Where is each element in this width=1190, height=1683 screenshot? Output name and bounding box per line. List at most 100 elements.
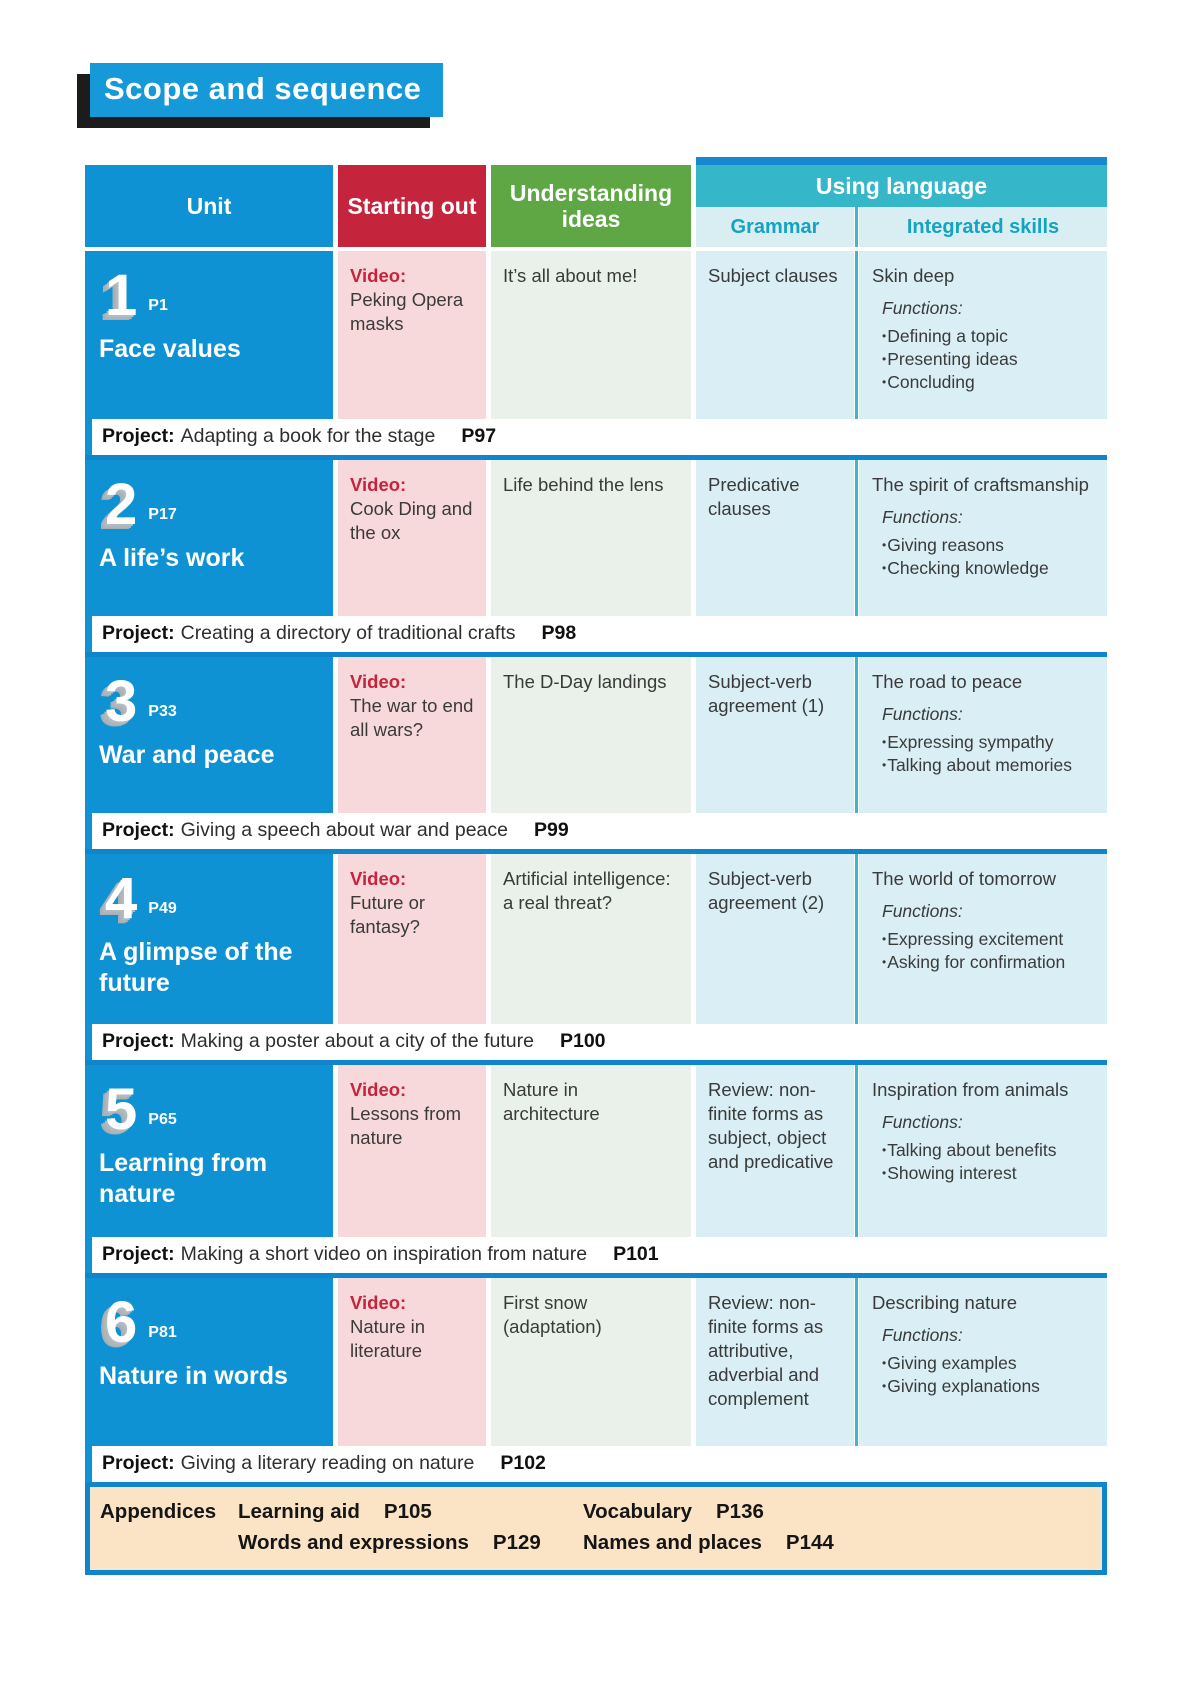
unit-number-line: 2 P17 [105,472,323,537]
unit-row: 2 P17 A life’s work Video: Cook Ding and… [85,460,1107,616]
unit-title: Learning from nature [99,1149,268,1208]
project-page-ref: P101 [613,1243,659,1265]
video-title: Peking Opera masks [350,289,464,335]
unit-number-line: 1 P1 [105,263,323,328]
video-label: Video: [350,474,407,495]
integrated-skills-cell: Describing nature Functions: •Giving exa… [855,1278,1107,1446]
project-page-ref: P97 [461,425,497,447]
bullet-icon: • [882,1378,887,1393]
unit-block: 2 P17 A life’s work Video: Cook Ding and… [85,460,1107,657]
function-text: Concluding [887,371,975,392]
understanding-ideas-cell: The D-Day landings [491,657,691,813]
appendix-label: Vocabulary [583,1500,692,1523]
grammar-text: Subject clauses [708,265,838,286]
header-grammar: Grammar [696,207,854,247]
function-text: Asking for confirmation [887,951,1066,972]
bullet-icon: • [882,757,887,772]
unit-block: 5 P65 Learning from nature Video: Lesson… [85,1065,1107,1278]
function-item: •Asking for confirmation [882,951,1101,974]
unit-block: 1 P1 Face values Video: Peking Opera mas… [85,251,1107,460]
project-row: Project: Giving a speech about war and pe… [85,813,1107,849]
grammar-cell: Predicative clauses [696,460,854,616]
project-text: Giving a speech about war and peace [180,819,508,841]
skills-title: The spirit of craftsmanship [872,474,1089,495]
appendices-row: Appendices Learning aid P105 Vocabulary P1… [85,1482,1107,1575]
project-label: Project: [102,819,175,841]
video-label: Video: [350,868,407,889]
grammar-text: Subject-verb agreement (2) [708,868,825,914]
video-label: Video: [350,1292,407,1313]
header-using-language-group: Using language Grammar Integrated skills [696,157,1107,247]
unit-number: 1 [105,263,138,328]
project-page-ref: P100 [559,1030,606,1052]
function-item: •Giving reasons [882,534,1101,557]
function-item: •Giving examples [882,1352,1101,1375]
appendix-page-ref: P105 [383,1500,432,1523]
functions-list: •Talking about benefits •Showing interest [872,1139,1101,1185]
unit-title: Face values [99,335,241,364]
understanding-ideas-text: Life behind the lens [503,474,664,495]
understanding-ideas-cell: Nature in architecture [491,1065,691,1237]
unit-row: 3 P33 War and peace Video: The war to en… [85,657,1107,813]
unit-title: Nature in words [99,1362,288,1391]
bullet-icon: • [882,328,887,343]
bullet-icon: • [882,374,887,389]
functions-list: •Expressing sympathy •Talking about memor… [872,731,1101,777]
understanding-ideas-cell: Life behind the lens [491,460,691,616]
video-title: The war to end all wars? [350,695,474,741]
project-row: Project: Creating a directory of traditio… [85,616,1107,652]
unit-number: 2 [105,472,138,537]
project-row: Project: Making a short video on inspirat… [85,1237,1107,1273]
bullet-icon: • [882,560,887,575]
video-title: Future or fantasy? [350,892,426,938]
function-item: •Giving explanations [882,1375,1101,1398]
page-title-block: Scope and sequence [90,63,444,117]
understanding-ideas-text: Artificial intelligence: a real threat? [503,868,671,914]
functions-label: Functions: [882,704,963,725]
appendix-item: Vocabulary P136 [583,1500,834,1524]
bullet-icon: • [882,1165,887,1180]
page-title: Scope and sequence [90,63,444,117]
starting-out-cell: Video: The war to end all wars? [338,657,486,813]
video-title: Nature in literature [350,1316,426,1362]
understanding-ideas-text: First snow (adaptation) [503,1292,602,1338]
function-item: •Presenting ideas [882,348,1101,371]
understanding-ideas-text: Nature in architecture [503,1079,600,1125]
unit-number-line: 3 P33 [105,672,323,730]
appendix-item: Words and expressions P129 [238,1531,583,1555]
integrated-skills-cell: The spirit of craftsmanship Functions: •… [855,460,1107,616]
function-item: •Concluding [882,371,1101,394]
function-text: Checking knowledge [887,557,1049,578]
grammar-text: Review: non-finite forms as subject, obj… [708,1079,834,1173]
bullet-icon: • [882,1142,887,1157]
grammar-text: Review: non-finite forms as attributive,… [708,1292,824,1410]
project-row: Project: Making a poster about a city of … [85,1024,1107,1060]
function-item: •Checking knowledge [882,557,1101,580]
appendices-list: Learning aid P105 Vocabulary P136 Words an… [238,1500,834,1555]
grammar-cell: Subject-verb agreement (2) [696,854,854,1024]
project-label: Project: [102,1452,175,1474]
project-text: Making a poster about a city of the futu… [180,1030,534,1052]
function-text: Giving reasons [887,534,1004,555]
header-integrated-skills: Integrated skills [855,207,1107,247]
skills-title: The world of tomorrow [872,868,1057,889]
functions-label: Functions: [882,298,963,319]
unit-cell: 3 P33 War and peace [85,657,333,813]
project-row: Project: Adapting a book for the stage P97 [85,419,1107,455]
understanding-ideas-text: It’s all about me! [503,265,638,286]
function-item: •Expressing excitement [882,928,1101,951]
function-text: Expressing excitement [887,928,1064,949]
appendices-label: Appendices [100,1500,217,1523]
appendix-page-ref: P144 [785,1531,834,1554]
functions-list: •Defining a topic •Presenting ideas •Concl… [872,325,1101,394]
video-title: Lessons from nature [350,1103,462,1149]
divider-rule [85,652,1107,657]
project-label: Project: [102,1243,175,1265]
integrated-skills-cell: The world of tomorrow Functions: •Expres… [855,854,1107,1024]
grammar-cell: Review: non-finite forms as subject, obj… [696,1065,854,1237]
function-text: Presenting ideas [887,348,1018,369]
scope-and-sequence-table: Unit Starting out Understanding ideas Us… [85,157,1107,1575]
understanding-ideas-cell: It’s all about me! [491,251,691,419]
unit-page-ref: P1 [148,296,168,314]
understanding-ideas-text: The D-Day landings [503,671,667,692]
